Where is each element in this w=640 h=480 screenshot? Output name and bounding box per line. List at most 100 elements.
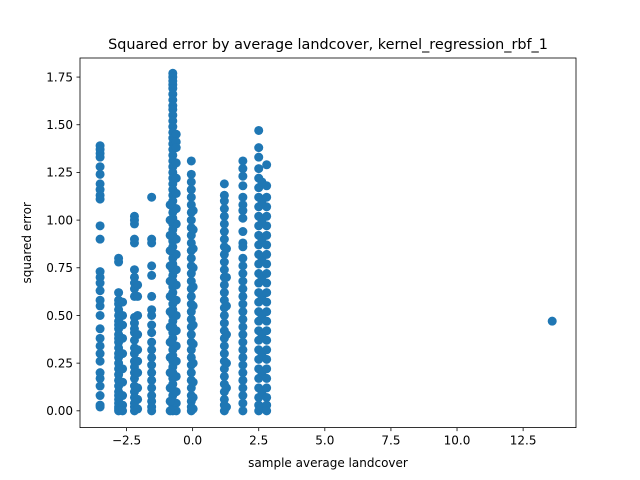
- data-point: [254, 143, 264, 153]
- data-point: [262, 181, 272, 191]
- y-axis-ticks: 0.00 0.25 0.50 0.75 1.00 1.25 1.50 1.75: [46, 70, 80, 418]
- data-point: [186, 192, 196, 202]
- data-point: [133, 356, 143, 366]
- data-point: [133, 291, 143, 301]
- data-point: [238, 269, 248, 278]
- data-point: [186, 330, 196, 340]
- data-point: [238, 368, 248, 378]
- x-axis-label: sample average landcover: [248, 456, 408, 470]
- data-point: [238, 276, 248, 286]
- data-point: [118, 297, 128, 307]
- data-point: [95, 278, 105, 288]
- data-point: [238, 261, 248, 271]
- data-point: [262, 211, 272, 221]
- y-tick-label: 0.00: [46, 404, 73, 418]
- points-layer: [95, 68, 557, 416]
- data-point: [186, 215, 196, 225]
- data-point: [238, 206, 248, 216]
- data-point: [165, 215, 175, 225]
- data-point: [262, 364, 272, 374]
- data-point: [147, 328, 157, 338]
- data-point: [186, 185, 196, 195]
- data-point: [129, 219, 139, 229]
- data-point: [95, 349, 105, 359]
- data-point: [95, 333, 105, 343]
- data-point: [118, 406, 128, 416]
- data-point: [221, 358, 231, 368]
- data-point: [188, 339, 198, 349]
- data-point: [219, 227, 229, 237]
- data-point: [262, 192, 272, 202]
- data-point: [95, 301, 105, 311]
- data-point: [238, 322, 248, 332]
- data-point: [262, 221, 272, 231]
- data-point: [547, 316, 557, 326]
- data-point: [238, 360, 248, 370]
- data-point: [188, 225, 198, 235]
- data-point: [147, 291, 157, 301]
- data-point: [147, 368, 157, 378]
- data-point: [147, 238, 157, 248]
- data-point: [262, 259, 272, 269]
- data-point: [219, 265, 229, 275]
- data-point: [238, 391, 248, 401]
- chart-title: Squared error by average landcover, kern…: [108, 37, 548, 53]
- data-point: [262, 406, 272, 416]
- data-point: [219, 371, 229, 381]
- data-point: [114, 257, 124, 267]
- data-point: [95, 402, 105, 412]
- data-point: [262, 202, 272, 212]
- data-point: [262, 278, 272, 288]
- data-point: [165, 291, 175, 301]
- x-tick-label: 12.5: [510, 434, 537, 448]
- data-point: [238, 227, 248, 237]
- data-point: [262, 345, 272, 355]
- data-point: [238, 352, 248, 362]
- data-point: [133, 394, 143, 404]
- data-point: [238, 284, 248, 294]
- data-point: [147, 360, 157, 370]
- data-point: [219, 288, 229, 298]
- data-point: [186, 169, 196, 179]
- y-tick-label: 1.50: [46, 118, 73, 132]
- data-point: [147, 320, 157, 330]
- data-point: [95, 286, 105, 296]
- data-point: [147, 192, 157, 202]
- y-tick-label: 0.25: [46, 356, 73, 370]
- data-point: [114, 288, 124, 298]
- data-point: [188, 244, 198, 254]
- data-point: [118, 364, 128, 374]
- data-point: [133, 310, 143, 320]
- data-point: [147, 261, 157, 271]
- data-point: [186, 253, 196, 263]
- data-point: [95, 324, 105, 334]
- data-point: [165, 246, 175, 256]
- data-point: [238, 181, 248, 191]
- data-point: [188, 377, 198, 387]
- data-point: [118, 320, 128, 330]
- data-point: [238, 337, 248, 347]
- plot-area-frame: [79, 57, 577, 429]
- data-point: [95, 162, 105, 172]
- data-point: [188, 301, 198, 311]
- data-point: [118, 310, 128, 320]
- y-tick-label: 0.75: [46, 261, 73, 275]
- data-point: [262, 335, 272, 345]
- data-point: [219, 219, 229, 229]
- x-tick-label: 7.5: [381, 434, 400, 448]
- data-point: [171, 143, 181, 153]
- data-point: [95, 234, 105, 244]
- data-point: [262, 269, 272, 278]
- data-point: [219, 179, 229, 189]
- data-point: [95, 373, 105, 383]
- data-point: [221, 383, 231, 393]
- data-point: [133, 345, 143, 355]
- data-point: [165, 230, 175, 240]
- data-point: [219, 341, 229, 351]
- data-point: [133, 280, 143, 290]
- data-point: [95, 341, 105, 351]
- data-point: [133, 330, 143, 340]
- data-point: [165, 322, 175, 332]
